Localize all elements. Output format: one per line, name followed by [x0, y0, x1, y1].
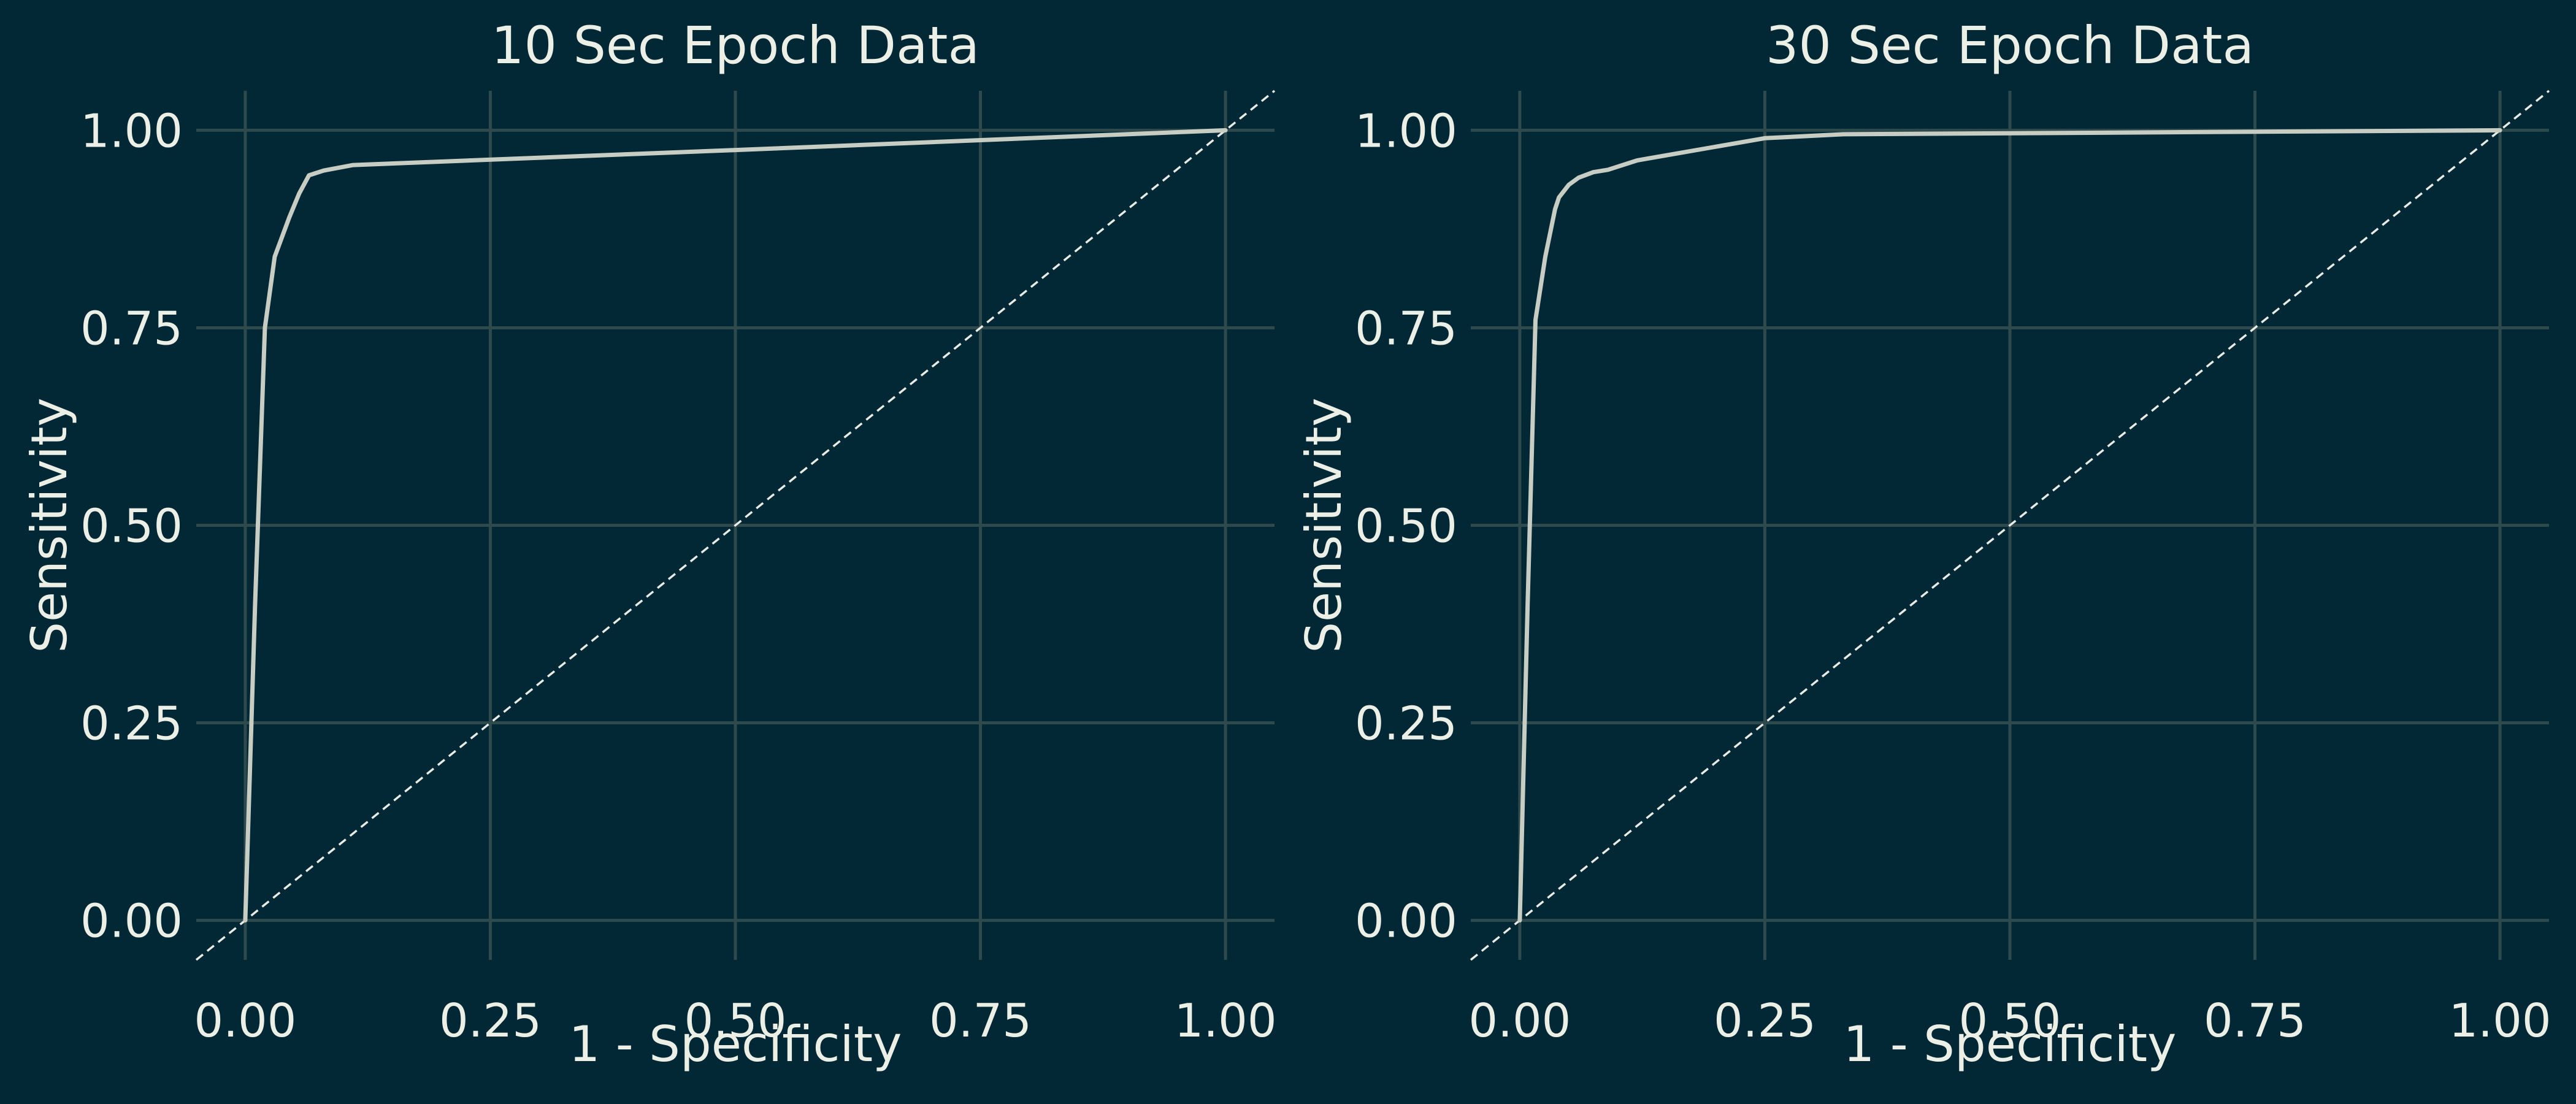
roc-curve-line [1517, 128, 2502, 923]
chart-panel-2: 0.00 0.25 0.50 0.75 1.00 0.00 0.25 0.50 0.75 1.00… [1295, 15, 2551, 1073]
x-tick-label: 0.00 [194, 994, 296, 1048]
x-tick-label: 1.00 [1175, 994, 1277, 1048]
y-tick-label: 0.00 [1355, 894, 1457, 948]
x-tick-label: 0.50 [684, 994, 787, 1048]
y-axis-label: Sensitivity [21, 397, 78, 653]
chart-title: 10 Sec Epoch Data [491, 15, 979, 75]
x-tick-label: 0.25 [1714, 994, 1816, 1048]
x-axis-label: 1 - Specificity [1844, 1016, 2177, 1073]
chart-title: 30 Sec Epoch Data [1766, 15, 2254, 75]
y-tick-label: 0.50 [1355, 499, 1457, 553]
x-tick-label: 0.00 [1468, 994, 1571, 1048]
x-tick-label: 0.75 [2204, 994, 2306, 1048]
y-axis-label: Sensitivity [1295, 397, 1352, 653]
y-tick-label: 0.25 [80, 697, 183, 751]
reference-diagonal [1470, 90, 2550, 961]
y-tick-label: 1.00 [1355, 104, 1457, 158]
y-tick-label: 1.00 [80, 104, 183, 158]
roc-curve-line [243, 128, 1228, 923]
x-tick-label: 0.50 [1959, 994, 2061, 1048]
x-tick-label: 0.75 [929, 994, 1032, 1048]
x-axis-label: 1 - Specificity [569, 1016, 902, 1073]
y-tick-label: 0.75 [1355, 301, 1457, 355]
y-tick-label: 0.50 [80, 499, 183, 553]
reference-diagonal [195, 90, 1276, 961]
x-tick-label: 1.00 [2449, 994, 2551, 1048]
y-tick-label: 0.25 [1355, 697, 1457, 751]
y-tick-label: 0.00 [80, 894, 183, 948]
y-tick-label: 0.75 [80, 301, 183, 355]
chart-panel-1: 0.00 0.25 0.50 0.75 1.00 0.00 0.25 0.50 0.75 1.00… [21, 15, 1277, 1073]
x-tick-label: 0.25 [439, 994, 542, 1048]
